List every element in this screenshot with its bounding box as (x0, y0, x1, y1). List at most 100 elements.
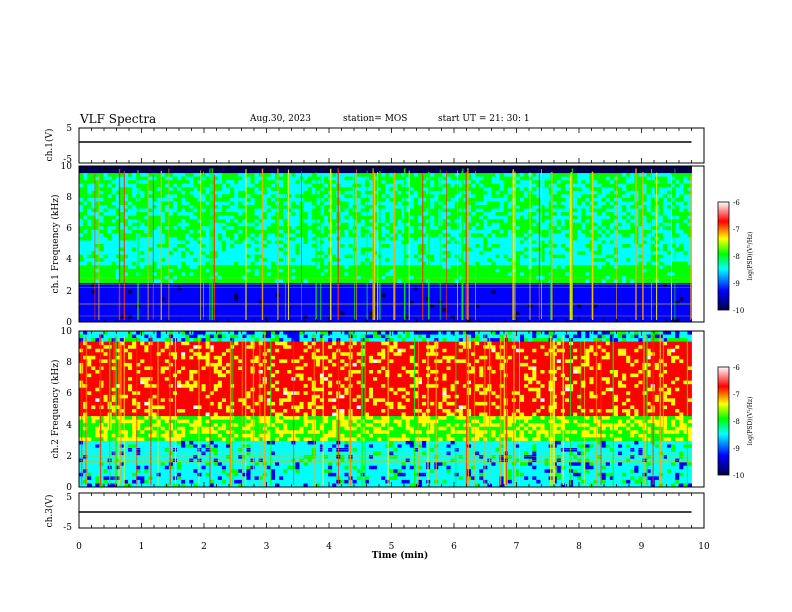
spectrogram-cell (593, 173, 598, 178)
spectrogram-cell (605, 247, 611, 252)
spectrogram-cell (79, 215, 84, 220)
spectrogram-cell (156, 180, 162, 185)
spectrogram-cell (405, 187, 411, 192)
spectrogram-cell (675, 258, 680, 263)
spectrogram-cell (230, 268, 235, 273)
spectrogram-cell (471, 173, 476, 178)
spectrogram-cell (430, 219, 435, 224)
spectrogram-cell (270, 226, 276, 231)
spectrogram-cell (491, 247, 496, 252)
spectrogram-cell (499, 268, 505, 273)
spectrogram-cell (99, 240, 104, 245)
spectrogram-cell (128, 212, 133, 217)
spectrogram-cell (193, 268, 198, 273)
spectrogram-cell (197, 240, 202, 245)
spectrogram-cell (573, 226, 578, 231)
spectrogram-cell (417, 240, 423, 245)
spectrogram-cell (687, 183, 692, 188)
spectrogram-cell (446, 258, 451, 263)
spectrogram-cell (295, 247, 300, 252)
spectrogram-cell (417, 254, 423, 259)
spectrogram-cell (381, 247, 386, 252)
spectrogram-cell (311, 236, 317, 241)
spectrogram-cell (189, 194, 194, 199)
spectrogram-cell (115, 240, 121, 245)
spectrogram-cell (299, 166, 304, 170)
spectrogram-cell (315, 219, 321, 224)
spectrogram-cell (270, 208, 276, 213)
spectrogram-cell (258, 222, 264, 227)
spectrogram-cell (99, 261, 104, 266)
spectrogram-cell (373, 236, 378, 241)
spectrogram-cell (242, 166, 247, 170)
spectrogram-cell (275, 229, 280, 234)
spectrogram-cell (356, 244, 362, 248)
spectrogram-cell (642, 187, 647, 192)
spectrogram-cell (585, 166, 590, 170)
spectrogram-cell (605, 219, 611, 224)
spectrogram-cell (242, 201, 247, 206)
spectrogram-cell (597, 258, 603, 263)
spectrogram-cell (397, 226, 402, 231)
spectrogram-cell (475, 268, 480, 273)
spectrogram-cell (132, 254, 137, 259)
spectrogram-cell (458, 247, 464, 252)
spectrogram-cell (205, 183, 211, 188)
spectrogram-cell (123, 219, 129, 224)
spectrogram-cell (119, 240, 125, 245)
spectrogram-cell (458, 233, 464, 238)
spectrogram-cell (373, 233, 378, 238)
spectrogram-cell (152, 268, 157, 273)
spectrogram-cell (618, 272, 623, 277)
spectrogram-cell (275, 215, 280, 220)
spectrogram-cell (189, 279, 194, 284)
spectrogram-cell (99, 215, 104, 220)
spectrogram-cell (515, 187, 521, 192)
spectrogram-cell (132, 166, 137, 170)
spectrogram-cell (483, 176, 488, 181)
spectrogram-cell (393, 187, 398, 192)
spectrogram-cell (172, 254, 178, 259)
spectrogram-cell (662, 247, 668, 252)
spectrogram-cell (185, 279, 190, 284)
spectrogram-cell (683, 268, 688, 273)
spectrogram-cell (193, 205, 198, 209)
spectrogram-cell (454, 254, 460, 259)
spectrogram-cell (564, 183, 570, 188)
spectrogram-cell (593, 258, 598, 263)
spectrogram-cell (479, 176, 484, 181)
spectrogram-cell (650, 166, 656, 170)
spectrogram-cell (144, 226, 149, 231)
spectrogram-cell (324, 268, 329, 273)
spectrogram-cell (205, 197, 211, 202)
spectrogram-cell (213, 258, 219, 263)
spectrogram-cell (368, 190, 374, 195)
spectrogram-cell (679, 268, 684, 273)
spectrogram-cell (205, 240, 211, 245)
spectrogram-cell (91, 229, 96, 234)
spectrogram-cell (270, 233, 276, 238)
spectrogram-cell (560, 233, 566, 238)
spectrogram-cell (417, 222, 423, 227)
spectrogram-cell (197, 166, 202, 170)
spectrogram-cell (181, 236, 186, 241)
spectrogram-cell (495, 229, 500, 234)
spectrogram-cell (197, 254, 202, 259)
spectrogram-cell (605, 261, 611, 266)
spectrogram-cell (422, 190, 427, 195)
spectrogram-cell (454, 251, 460, 256)
spectrogram-cell (107, 212, 113, 217)
spectrogram-cell (238, 236, 243, 241)
spectrogram-cell (144, 279, 149, 284)
spectrogram-cell (442, 244, 447, 248)
spectrogram-cell (536, 236, 541, 241)
spectrogram-cell (679, 212, 684, 217)
spectrogram-cell (373, 226, 378, 231)
spectrogram-cell (434, 208, 439, 213)
spectrogram-cell (540, 229, 545, 234)
spectrogram-cell (471, 183, 476, 188)
spectrogram-cell (475, 173, 480, 178)
spectrogram-cell (552, 265, 558, 270)
spectrogram-cell (119, 197, 125, 202)
spectrogram-cell (152, 187, 157, 192)
